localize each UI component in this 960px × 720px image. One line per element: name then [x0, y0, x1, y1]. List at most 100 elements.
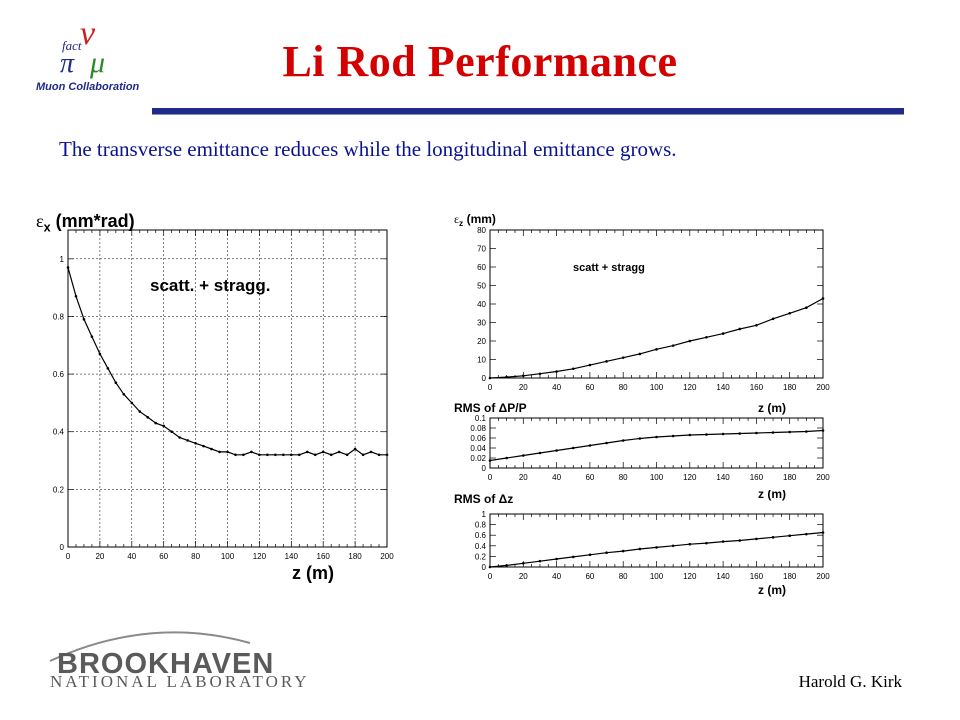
- data-point: [98, 352, 102, 356]
- y-tick-label: 0.1: [475, 414, 487, 423]
- x-tick-label: 40: [552, 572, 561, 581]
- x-tick-label: 180: [783, 572, 797, 581]
- data-point: [90, 335, 94, 338]
- data-point: [788, 311, 791, 315]
- x-tick-label: 160: [750, 473, 764, 482]
- logo-pi: π: [60, 48, 75, 79]
- data-point: [226, 450, 229, 454]
- x-tick-label: 0: [488, 383, 493, 392]
- x-tick-label: 200: [816, 383, 830, 392]
- y-axis-label-text: (mm): [463, 212, 496, 226]
- y-tick-label: 0.08: [470, 424, 486, 433]
- data-point: [329, 453, 333, 457]
- data-point: [162, 424, 165, 428]
- data-point: [488, 459, 492, 462]
- x-tick-label: 80: [619, 473, 628, 482]
- y-tick-label: 0.02: [470, 454, 486, 463]
- x-tick-label: 200: [816, 572, 830, 581]
- y-tick-label: 0: [482, 563, 487, 572]
- y-tick-label: 40: [477, 300, 486, 309]
- y-tick-label: 0.06: [470, 434, 486, 443]
- data-point: [755, 323, 758, 327]
- data-point: [771, 317, 775, 321]
- x-tick-label: 60: [159, 552, 168, 561]
- data-point: [555, 449, 558, 452]
- data-point: [605, 360, 608, 363]
- data-point: [655, 348, 658, 351]
- data-point: [258, 453, 261, 457]
- x-tick-label: 200: [380, 552, 394, 561]
- author: Harold G. Kirk: [798, 672, 902, 691]
- data-point: [488, 376, 492, 380]
- data-point: [170, 430, 173, 434]
- x-tick-label: 140: [285, 552, 299, 561]
- y-tick-label: 0.04: [470, 444, 486, 453]
- data-point: [194, 441, 197, 445]
- data-point: [74, 294, 78, 298]
- data-line: [489, 429, 824, 462]
- plot-frame: [489, 229, 824, 379]
- x-tick-label: 180: [783, 473, 797, 482]
- data-point: [605, 551, 608, 554]
- y-tick-label: 0.6: [475, 531, 487, 540]
- data-point: [297, 453, 301, 457]
- x-tick-label: 60: [585, 572, 594, 581]
- x-tick-label: 40: [127, 552, 136, 561]
- data-point: [321, 450, 325, 454]
- y-tick-label: 0.6: [53, 370, 65, 379]
- x-tick-label: 40: [552, 473, 561, 482]
- data-point: [805, 532, 808, 536]
- x-tick-label: 160: [317, 552, 331, 561]
- bnl-name: BROOKHAVEN: [57, 648, 275, 680]
- data-point: [755, 537, 758, 541]
- y-tick-label: 50: [477, 282, 486, 291]
- x-tick-label: 20: [519, 572, 528, 581]
- y-axis-label: εx (mm*rad): [36, 211, 135, 235]
- y-tick-label: 0: [482, 464, 487, 473]
- data-point: [571, 446, 575, 450]
- x-tick-label: 120: [683, 572, 697, 581]
- data-point: [505, 375, 508, 379]
- data-point: [588, 553, 592, 557]
- y-tick-label: 80: [477, 226, 486, 235]
- data-point: [538, 372, 542, 376]
- x-tick-label: 120: [683, 473, 697, 482]
- data-point: [210, 447, 213, 451]
- x-tick-label: 80: [619, 383, 628, 392]
- data-point: [705, 541, 708, 545]
- data-point: [705, 433, 708, 436]
- data-point: [122, 392, 126, 396]
- data-point: [738, 327, 742, 331]
- x-tick-label: 140: [716, 383, 730, 392]
- x-tick-label: 20: [519, 383, 528, 392]
- page-subtitle: The transverse emittance reduces while t…: [59, 137, 677, 161]
- plot-frame: [489, 417, 824, 469]
- data-point: [82, 318, 86, 321]
- data-point: [788, 534, 791, 538]
- x-tick-label: 20: [519, 473, 528, 482]
- data-point: [242, 453, 245, 457]
- data-point: [688, 339, 692, 343]
- x-axis-label-bottom: z (m): [758, 583, 786, 597]
- data-point: [671, 544, 675, 548]
- data-point: [146, 416, 150, 419]
- data-point: [638, 352, 642, 356]
- data-point: [621, 439, 625, 442]
- data-point: [721, 540, 725, 543]
- data-point: [721, 432, 725, 436]
- data-point: [688, 542, 692, 546]
- data-point: [738, 432, 742, 435]
- x-tick-label: 100: [650, 473, 664, 482]
- data-point: [821, 531, 825, 534]
- data-point: [671, 434, 675, 438]
- data-point: [655, 546, 658, 549]
- x-tick-label: 60: [585, 383, 594, 392]
- x-tick-label: 180: [783, 383, 797, 392]
- x-tick-label: 140: [716, 572, 730, 581]
- data-point: [313, 453, 317, 457]
- data-point: [821, 429, 825, 432]
- data-point: [771, 431, 775, 434]
- data-point: [621, 549, 625, 553]
- data-point: [250, 450, 253, 454]
- data-point: [505, 564, 508, 567]
